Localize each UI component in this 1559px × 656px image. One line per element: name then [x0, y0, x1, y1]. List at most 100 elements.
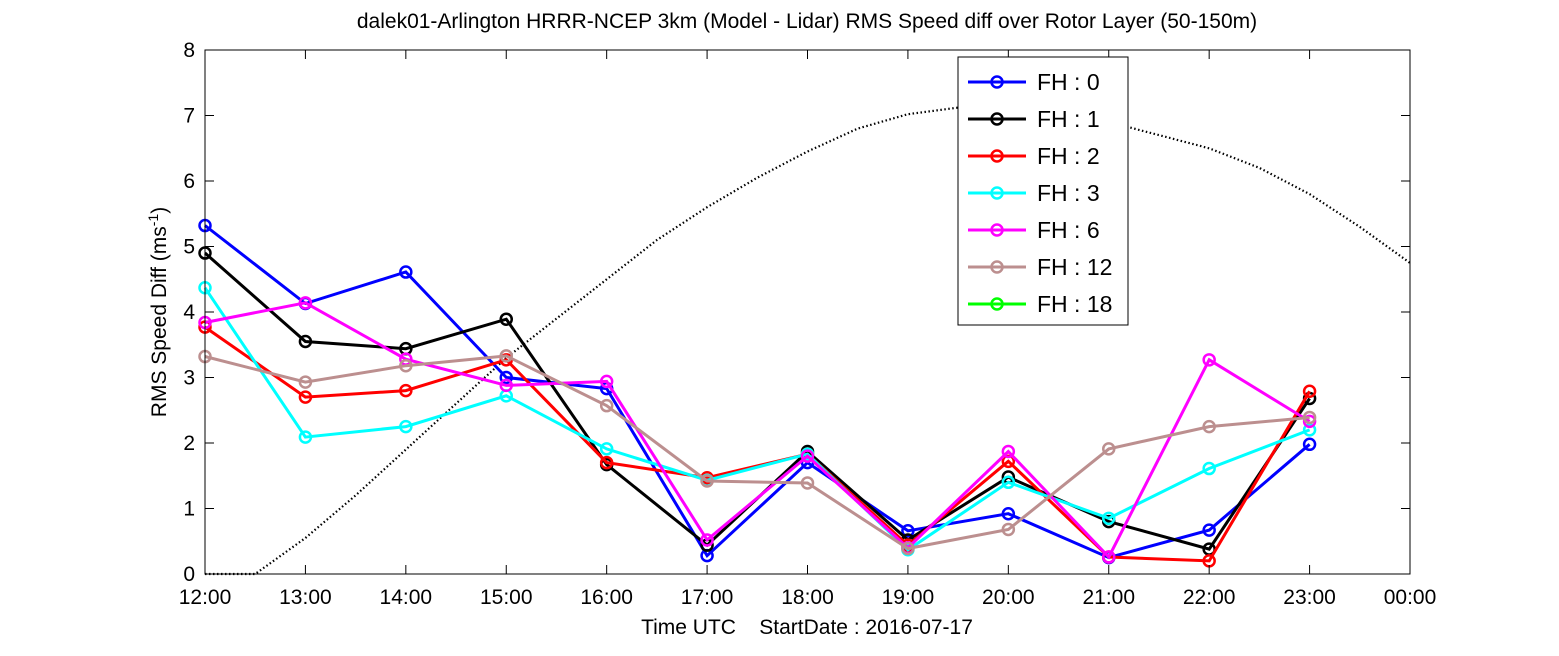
- data-point: [901, 541, 915, 556]
- data-point: [1102, 442, 1116, 456]
- y-tick-label: 5: [183, 236, 195, 259]
- series-layer: [198, 218, 1317, 568]
- data-point: [1202, 353, 1216, 367]
- y-tick-label: 1: [183, 498, 195, 521]
- legend-label: FH : 12: [1037, 254, 1112, 280]
- data-point: [599, 398, 614, 413]
- data-point: [599, 442, 614, 456]
- data-point: [399, 383, 413, 398]
- legend-swatch-marker: [990, 75, 1004, 89]
- data-point: [399, 265, 413, 279]
- legend-label: FH : 3: [1037, 180, 1100, 206]
- x-tick-label: 12:00: [179, 586, 232, 609]
- y-tick-label: 8: [183, 39, 195, 62]
- y-axis-label-superscript: -1: [145, 214, 161, 227]
- x-tick-label: 18:00: [781, 586, 834, 609]
- data-point: [298, 334, 313, 349]
- data-point: [1202, 461, 1216, 476]
- data-point: [800, 449, 815, 463]
- series-line: [204, 354, 1310, 551]
- data-point: [298, 296, 313, 310]
- data-point: [399, 358, 413, 373]
- legend-swatch-marker: [990, 112, 1004, 126]
- series-line: [203, 286, 1311, 552]
- y-tick-label: 7: [183, 105, 195, 128]
- legend-item: FH : 3: [968, 180, 1100, 206]
- legend: FH : 0 FH : 1 FH : 2 FH : 3 FH : 6 FH : 12 FH …: [957, 56, 1129, 326]
- y-tick-label: 0: [183, 563, 195, 586]
- data-point: [1302, 414, 1317, 429]
- y-tick-label: 2: [183, 432, 195, 455]
- data-point: [599, 374, 614, 389]
- series-fh-5: [198, 349, 1317, 556]
- y-axis-label-main: RMS Speed Diff (ms: [148, 226, 171, 417]
- legend-items: FH : 0 FH : 1 FH : 2 FH : 3 FH : 6 FH : 12 FH …: [968, 69, 1112, 317]
- y-axis-label-end: ): [148, 207, 171, 214]
- legend-swatch-marker: [990, 186, 1004, 200]
- x-tick-label: 17:00: [681, 586, 734, 609]
- data-point: [499, 378, 513, 393]
- x-tick-label: 13:00: [279, 586, 332, 609]
- legend-item: FH : 6: [968, 217, 1100, 243]
- x-tick-label: 21:00: [1082, 586, 1135, 609]
- data-point: [1302, 384, 1317, 399]
- data-point: [1302, 410, 1317, 425]
- x-axis-label: Time UTC StartDate : 2016-07-17: [641, 616, 973, 639]
- legend-item: FH : 1: [968, 106, 1100, 132]
- data-point: [1302, 423, 1317, 437]
- x-tick-label: 19:00: [882, 586, 935, 609]
- legend-swatch-marker: [990, 260, 1004, 274]
- legend-label: FH : 6: [1037, 217, 1100, 243]
- data-point: [499, 370, 513, 385]
- legend-swatch-marker: [990, 297, 1004, 311]
- y-axis-label: RMS Speed Diff (ms-1): [145, 207, 171, 417]
- x-tick-label: 23:00: [1283, 586, 1336, 609]
- series-line: [204, 301, 1311, 560]
- legend-swatch-marker: [990, 149, 1004, 163]
- data-point: [298, 375, 313, 389]
- data-point: [499, 312, 513, 326]
- legend-box: [957, 56, 1129, 326]
- x-tick-label: 16:00: [580, 586, 633, 609]
- series-line: [204, 224, 1311, 560]
- legend-label: FH : 1: [1037, 106, 1100, 132]
- chart-title: dalek01-Arlington HRRR-NCEP 3km (Model -…: [357, 10, 1257, 33]
- data-point: [1001, 506, 1016, 521]
- data-point: [1302, 437, 1317, 452]
- x-tick-label: 20:00: [982, 586, 1035, 609]
- y-tick-label: 3: [183, 367, 195, 390]
- x-tick-labels: 12:00 13:00 14:00 15:00 16:00 17:00 18:00 19:00…: [179, 586, 1437, 609]
- y-tick-label: 6: [183, 170, 195, 193]
- legend-label: FH : 2: [1037, 143, 1100, 169]
- legend-item: FH : 18: [968, 291, 1112, 317]
- data-point: [1001, 444, 1016, 459]
- y-tick-label: 4: [183, 301, 195, 324]
- y-tick-labels: 0 1 2 3 4 5 6 7 8: [183, 39, 195, 586]
- data-point: [1001, 522, 1016, 537]
- legend-label: FH : 0: [1037, 69, 1100, 95]
- data-point: [499, 349, 513, 363]
- data-point: [1001, 475, 1016, 490]
- data-point: [298, 390, 313, 404]
- plot-background: [205, 50, 1410, 574]
- data-point: [1202, 419, 1216, 434]
- plot-area: [198, 49, 1411, 576]
- data-point: [700, 533, 714, 547]
- data-point: [800, 476, 815, 490]
- legend-item: FH : 0: [968, 69, 1100, 95]
- data-point: [1102, 550, 1116, 564]
- legend-item: FH : 12: [968, 254, 1112, 280]
- legend-label: FH : 18: [1037, 291, 1112, 317]
- data-point: [700, 474, 714, 488]
- data-point: [901, 524, 915, 538]
- x-tick-label: 22:00: [1183, 586, 1236, 609]
- x-tick-label: 15:00: [480, 586, 533, 609]
- data-point: [1202, 523, 1216, 537]
- data-point: [599, 455, 614, 470]
- data-point: [298, 430, 313, 444]
- legend-item: FH : 2: [968, 143, 1100, 169]
- data-point: [399, 419, 413, 434]
- x-tick-label: 00:00: [1384, 586, 1437, 609]
- legend-swatch-marker: [990, 223, 1004, 237]
